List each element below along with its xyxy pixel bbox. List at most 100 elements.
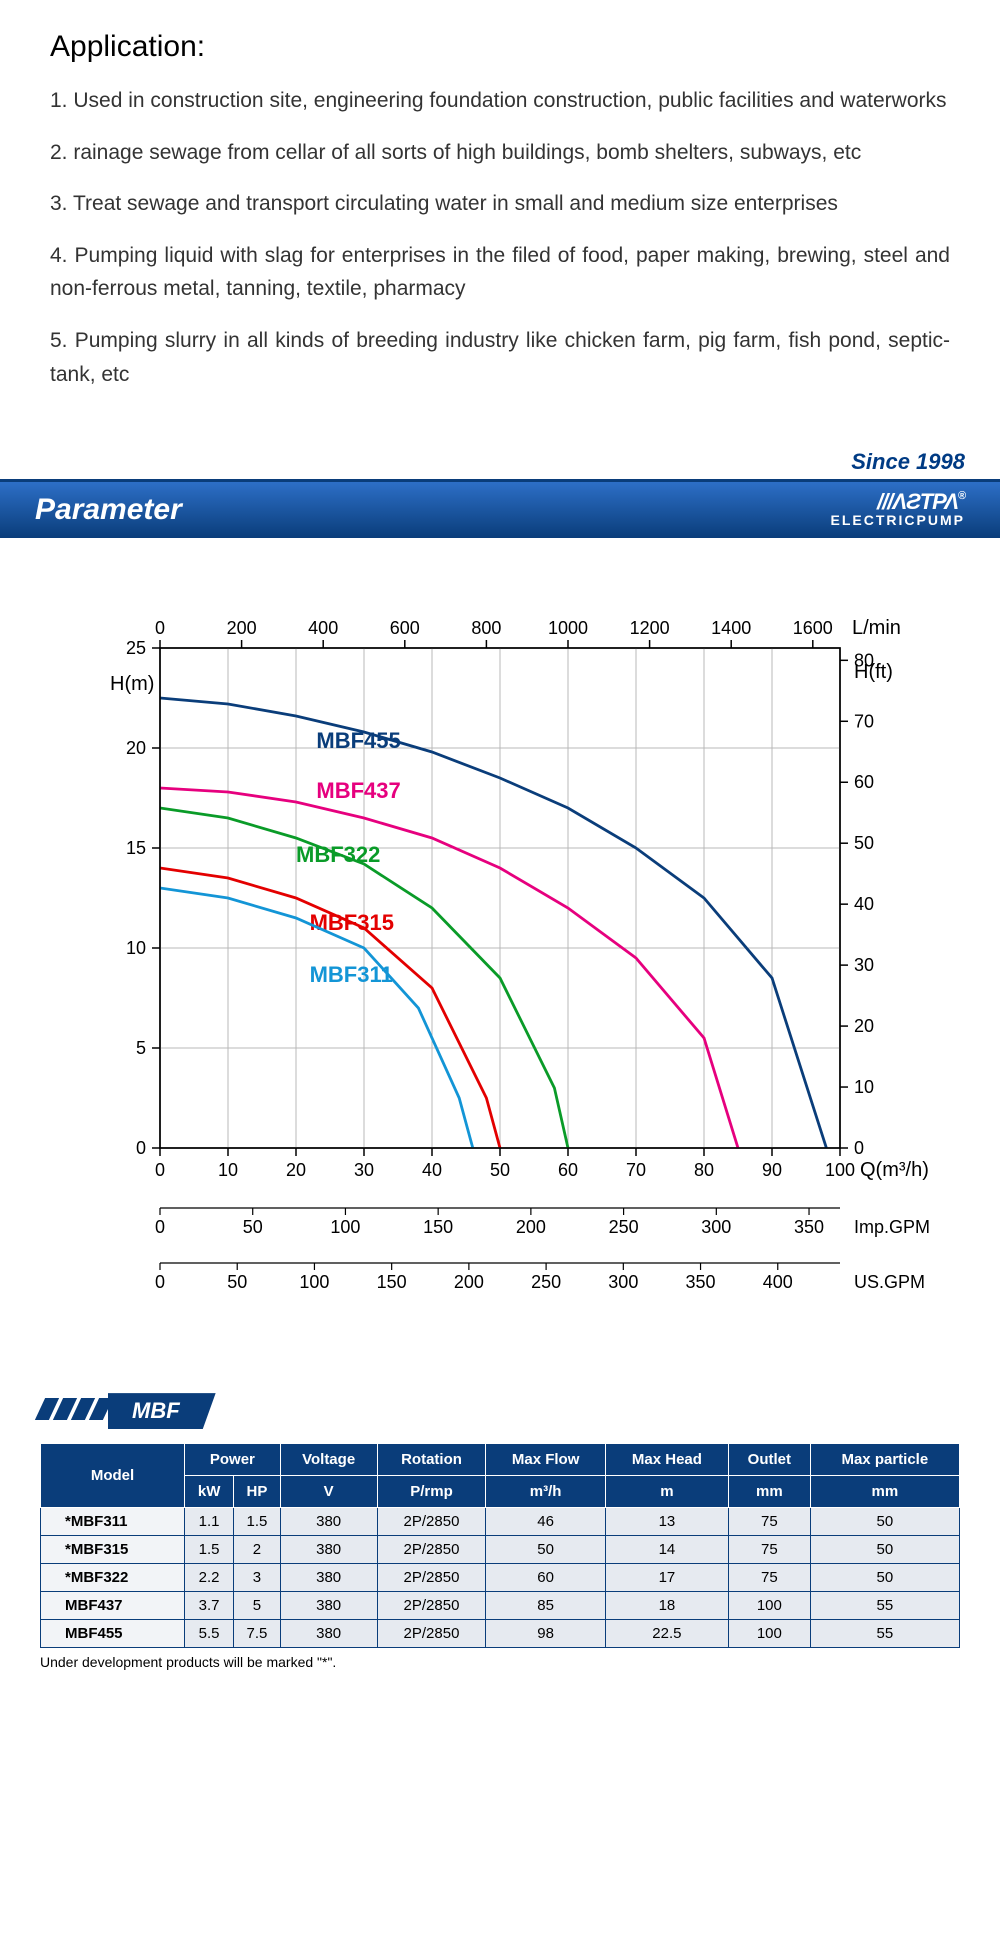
chart-svg: 0510152025H(m)0102030405060708090100Q(m³…	[50, 588, 950, 1328]
col-head: Rotation	[377, 1444, 486, 1476]
cell: 380	[280, 1592, 377, 1620]
col-unit: V	[280, 1476, 377, 1508]
application-item: 3. Treat sewage and transport circulatin…	[50, 187, 950, 221]
svg-text:300: 300	[608, 1272, 638, 1292]
cell: 100	[729, 1620, 811, 1648]
brand-top: ///ΛƧΤΡΛ	[877, 489, 958, 514]
svg-text:15: 15	[126, 838, 146, 858]
svg-text:20: 20	[286, 1160, 306, 1180]
svg-text:70: 70	[626, 1160, 646, 1180]
svg-text:0: 0	[155, 1160, 165, 1180]
svg-text:250: 250	[609, 1217, 639, 1237]
svg-text:350: 350	[686, 1272, 716, 1292]
svg-text:600: 600	[390, 618, 420, 638]
reg-mark: ®	[958, 490, 965, 502]
cell: 380	[280, 1620, 377, 1648]
svg-text:150: 150	[423, 1217, 453, 1237]
cell: 75	[729, 1508, 811, 1536]
application-item: 5. Pumping slurry in all kinds of breedi…	[50, 324, 950, 391]
cell: 17	[605, 1564, 728, 1592]
svg-text:10: 10	[126, 938, 146, 958]
parameter-banner: Parameter ///ΛƧΤΡΛ® ELECTRICPUMP	[0, 482, 1000, 538]
col-unit: m³/h	[486, 1476, 605, 1508]
brand-sub: ELECTRICPUMP	[831, 513, 965, 528]
cell: 14	[605, 1536, 728, 1564]
cell: 22.5	[605, 1620, 728, 1648]
svg-text:20: 20	[126, 738, 146, 758]
svg-text:400: 400	[308, 618, 338, 638]
cell: 2P/2850	[377, 1564, 486, 1592]
svg-text:250: 250	[531, 1272, 561, 1292]
col-head: Outlet	[729, 1444, 811, 1476]
col-unit: m	[605, 1476, 728, 1508]
cell: 2	[234, 1536, 281, 1564]
cell: 50	[810, 1508, 959, 1536]
cell: 2P/2850	[377, 1508, 486, 1536]
cell: 13	[605, 1508, 728, 1536]
svg-text:MBF311: MBF311	[310, 962, 393, 987]
cell: 380	[280, 1508, 377, 1536]
cell: 7.5	[234, 1620, 281, 1648]
cell: 100	[729, 1592, 811, 1620]
svg-text:MBF437: MBF437	[316, 778, 400, 803]
cell-model: MBF437	[41, 1592, 185, 1620]
cell: 75	[729, 1536, 811, 1564]
cell: 50	[810, 1536, 959, 1564]
svg-text:70: 70	[854, 711, 874, 731]
svg-text:100: 100	[299, 1272, 329, 1292]
application-item: 1. Used in construction site, engineerin…	[50, 84, 950, 118]
svg-text:30: 30	[354, 1160, 374, 1180]
svg-text:50: 50	[227, 1272, 247, 1292]
svg-text:0: 0	[155, 618, 165, 638]
col-head: Max Flow	[486, 1444, 605, 1476]
cell: 60	[486, 1564, 605, 1592]
cell: 50	[810, 1564, 959, 1592]
cell: 2.2	[185, 1564, 234, 1592]
table-row: MBF4555.57.53802P/28509822.510055	[41, 1620, 960, 1648]
svg-text:40: 40	[422, 1160, 442, 1180]
svg-text:90: 90	[762, 1160, 782, 1180]
table-note: Under development products will be marke…	[40, 1654, 960, 1670]
svg-text:800: 800	[471, 618, 501, 638]
col-power: Power	[185, 1444, 281, 1476]
col-unit: mm	[729, 1476, 811, 1508]
application-section: Application: 1. Used in construction sit…	[0, 0, 1000, 449]
svg-text:25: 25	[126, 638, 146, 658]
col-unit: kW	[185, 1476, 234, 1508]
application-item: 4. Pumping liquid with slag for enterpri…	[50, 239, 950, 306]
svg-text:5: 5	[136, 1038, 146, 1058]
cell: 50	[486, 1536, 605, 1564]
cell: 1.5	[234, 1508, 281, 1536]
brand-logo: ///ΛƧΤΡΛ® ELECTRICPUMP	[831, 491, 1000, 528]
mbf-badge: MBF	[108, 1393, 216, 1429]
svg-text:150: 150	[377, 1272, 407, 1292]
table-row: *MBF3111.11.53802P/285046137550	[41, 1508, 960, 1536]
cell: 75	[729, 1564, 811, 1592]
svg-text:30: 30	[854, 955, 874, 975]
svg-text:200: 200	[227, 618, 257, 638]
cell: 380	[280, 1564, 377, 1592]
cell: 1.1	[185, 1508, 234, 1536]
svg-text:H(ft): H(ft)	[854, 661, 893, 683]
cell-model: *MBF322	[41, 1564, 185, 1592]
svg-text:1000: 1000	[548, 618, 588, 638]
svg-text:1400: 1400	[711, 618, 751, 638]
col-unit: P/rmp	[377, 1476, 486, 1508]
table-row: MBF4373.753802P/2850851810055	[41, 1592, 960, 1620]
cell: 2P/2850	[377, 1592, 486, 1620]
cell-model: *MBF311	[41, 1508, 185, 1536]
svg-text:80: 80	[694, 1160, 714, 1180]
svg-text:0: 0	[155, 1217, 165, 1237]
pump-curve-chart: 0510152025H(m)0102030405060708090100Q(m³…	[0, 538, 1000, 1363]
cell: 55	[810, 1592, 959, 1620]
svg-text:0: 0	[136, 1138, 146, 1158]
svg-text:Imp.GPM: Imp.GPM	[854, 1217, 930, 1237]
col-head: Voltage	[280, 1444, 377, 1476]
svg-text:350: 350	[794, 1217, 824, 1237]
svg-text:Q(m³/h): Q(m³/h)	[860, 1159, 929, 1181]
svg-text:100: 100	[825, 1160, 855, 1180]
parameter-title: Parameter	[35, 493, 182, 527]
cell: 46	[486, 1508, 605, 1536]
cell: 2P/2850	[377, 1536, 486, 1564]
svg-text:US.GPM: US.GPM	[854, 1272, 925, 1292]
